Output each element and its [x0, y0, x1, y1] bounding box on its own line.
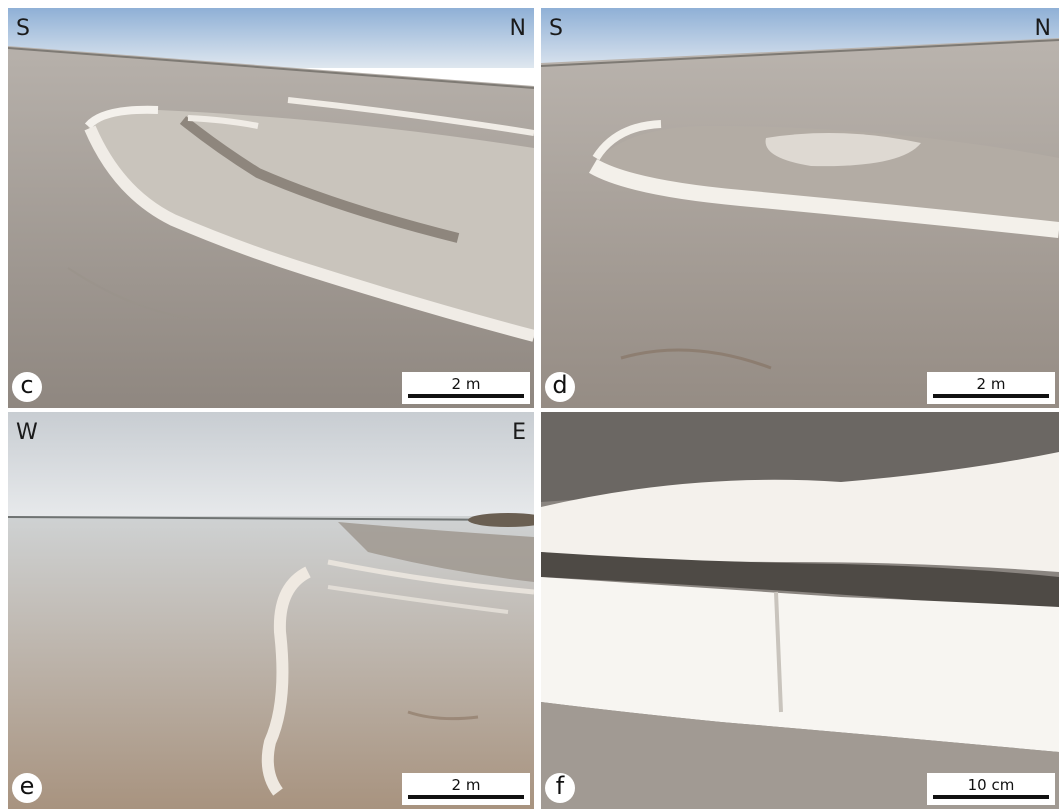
scale-label: 10 cm	[967, 776, 1015, 794]
photo-panel-e: W E e 2 m	[8, 412, 534, 809]
photo-salt-ridges-d	[541, 8, 1059, 408]
panel-letter: d	[545, 372, 575, 402]
scale-bar	[933, 394, 1049, 398]
scale-bar	[933, 795, 1049, 799]
direction-label-right: E	[512, 420, 526, 445]
panel-letter: c	[12, 372, 42, 402]
scale-label: 2 m	[451, 375, 481, 393]
photo-panel-d: S N d 2 m	[541, 8, 1059, 408]
scale-label: 2 m	[451, 776, 481, 794]
photo-panel-c: S N c 2 m	[8, 8, 534, 408]
scale-bar-box: 2 m	[927, 372, 1055, 404]
scale-label: 2 m	[976, 375, 1006, 393]
direction-label-left: S	[16, 16, 30, 41]
photo-brine-shoreline-e	[8, 412, 534, 809]
direction-label-right: N	[509, 16, 526, 41]
scale-bar	[408, 394, 524, 398]
photo-panel-f: f 10 cm	[541, 412, 1059, 809]
direction-label-right: N	[1034, 16, 1051, 41]
direction-label-left: W	[16, 420, 38, 445]
scale-bar-box: 2 m	[402, 773, 530, 805]
photo-salt-crystal-closeup-f	[541, 412, 1059, 809]
panel-letter: e	[12, 773, 42, 803]
photo-salt-ridges-c	[8, 8, 534, 408]
direction-label-left: S	[549, 16, 563, 41]
scale-bar	[408, 795, 524, 799]
panel-letter: f	[545, 773, 575, 803]
scale-bar-box: 2 m	[402, 372, 530, 404]
scale-bar-box: 10 cm	[927, 773, 1055, 805]
